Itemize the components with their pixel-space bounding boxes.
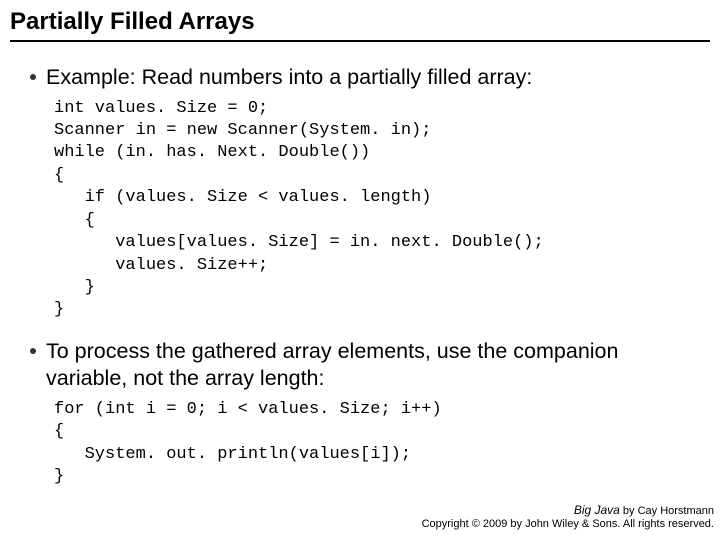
- bullet-2-line2: variable, not the array length:: [46, 366, 324, 390]
- slide-title: Partially Filled Arrays: [10, 8, 710, 36]
- bullet-2-line1: To process the gathered array elements, …: [46, 339, 618, 363]
- bullet-2-text: To process the gathered array elements, …: [46, 338, 618, 393]
- code-block-1: int values. Size = 0; Scanner in = new S…: [54, 98, 698, 322]
- bullet-icon: [30, 74, 36, 80]
- slide: Partially Filled Arrays Example: Read nu…: [0, 0, 720, 540]
- footer-line1: Big Java by Cay Horstmann: [422, 503, 714, 519]
- footer: Big Java by Cay Horstmann Copyright © 20…: [422, 503, 714, 533]
- bullet-1: Example: Read numbers into a partially f…: [30, 64, 698, 92]
- code-block-2: for (int i = 0; i < values. Size; i++) {…: [54, 399, 698, 489]
- bullet-2: To process the gathered array elements, …: [30, 338, 698, 393]
- bullet-icon: [30, 348, 36, 354]
- content-area: Example: Read numbers into a partially f…: [0, 42, 720, 489]
- bullet-1-text: Example: Read numbers into a partially f…: [46, 64, 532, 92]
- title-area: Partially Filled Arrays: [0, 0, 720, 42]
- footer-bigjava: Big Java: [574, 503, 620, 517]
- footer-author: by Cay Horstmann: [620, 505, 714, 517]
- footer-line2: Copyright © 2009 by John Wiley & Sons. A…: [422, 518, 714, 532]
